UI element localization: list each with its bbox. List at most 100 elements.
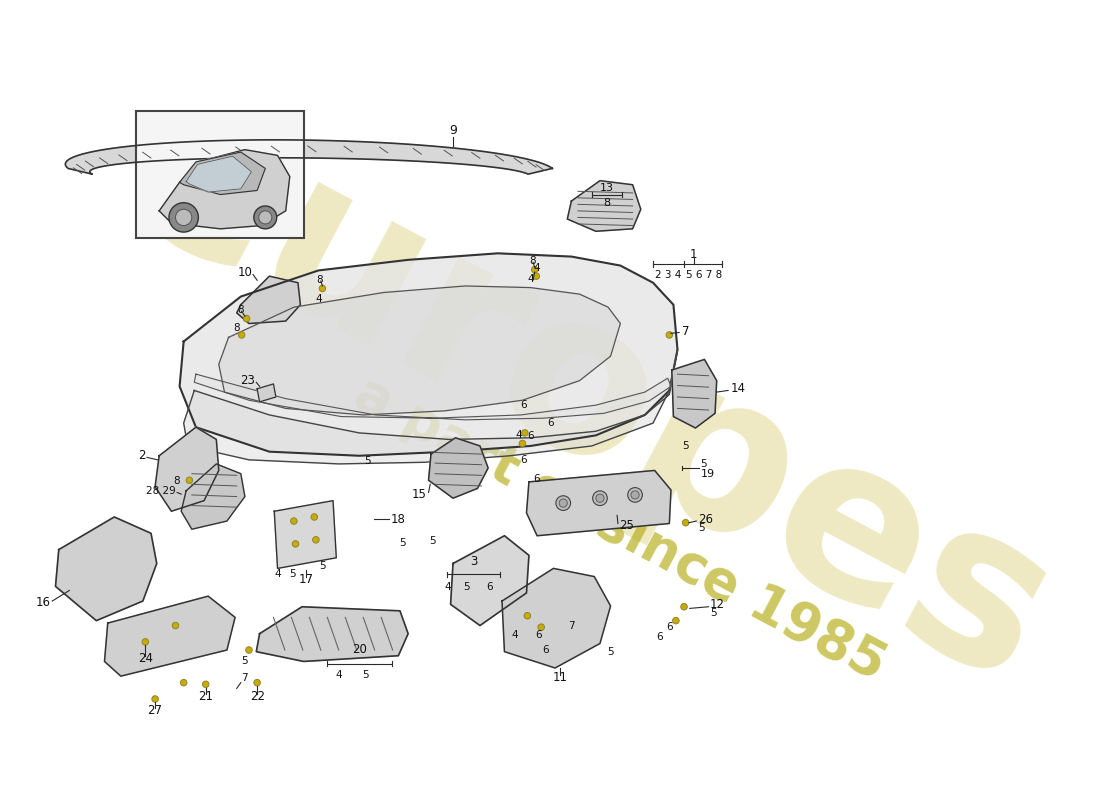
Text: 5: 5 bbox=[399, 538, 406, 548]
Circle shape bbox=[254, 679, 261, 686]
Text: 4: 4 bbox=[336, 670, 342, 681]
Text: 12: 12 bbox=[711, 598, 725, 611]
Text: 6: 6 bbox=[666, 622, 673, 632]
Text: 19: 19 bbox=[701, 469, 715, 478]
Text: 8: 8 bbox=[603, 198, 611, 208]
Text: 5: 5 bbox=[242, 657, 249, 666]
Polygon shape bbox=[65, 140, 552, 174]
Text: 28 29: 28 29 bbox=[145, 486, 176, 496]
Text: 2: 2 bbox=[138, 450, 145, 462]
Polygon shape bbox=[195, 374, 671, 420]
Bar bbox=[136, 111, 304, 238]
Circle shape bbox=[173, 622, 179, 629]
Polygon shape bbox=[182, 464, 245, 530]
Text: 5: 5 bbox=[607, 646, 614, 657]
Polygon shape bbox=[179, 254, 678, 456]
Text: 6: 6 bbox=[527, 431, 534, 441]
Text: 8: 8 bbox=[233, 322, 240, 333]
Text: 1: 1 bbox=[690, 249, 697, 262]
Text: 4: 4 bbox=[510, 630, 518, 640]
Circle shape bbox=[319, 285, 326, 292]
Text: 6: 6 bbox=[657, 632, 663, 642]
Text: 5: 5 bbox=[429, 537, 436, 546]
Polygon shape bbox=[219, 286, 620, 415]
Polygon shape bbox=[451, 536, 529, 626]
Polygon shape bbox=[257, 384, 276, 402]
Circle shape bbox=[628, 487, 642, 502]
Text: 3: 3 bbox=[470, 554, 477, 567]
Text: 7: 7 bbox=[242, 673, 249, 682]
Circle shape bbox=[596, 494, 604, 502]
Text: 6: 6 bbox=[534, 474, 540, 484]
Text: 5: 5 bbox=[697, 522, 704, 533]
Text: 5: 5 bbox=[319, 561, 326, 571]
Text: 17: 17 bbox=[298, 574, 314, 586]
Text: 10: 10 bbox=[238, 266, 252, 278]
Text: 24: 24 bbox=[138, 652, 153, 665]
Circle shape bbox=[311, 514, 318, 520]
Text: 8: 8 bbox=[529, 257, 536, 266]
Text: 16: 16 bbox=[35, 596, 51, 609]
Text: 6: 6 bbox=[520, 455, 527, 465]
Text: 2 3 4: 2 3 4 bbox=[654, 270, 681, 281]
Text: 7: 7 bbox=[682, 325, 689, 338]
Text: 15: 15 bbox=[412, 489, 427, 502]
Circle shape bbox=[524, 613, 530, 619]
Circle shape bbox=[152, 696, 158, 702]
Polygon shape bbox=[502, 568, 610, 668]
Polygon shape bbox=[55, 517, 156, 621]
Polygon shape bbox=[104, 596, 235, 676]
Text: 4: 4 bbox=[274, 569, 280, 579]
Text: 5: 5 bbox=[711, 608, 717, 618]
Circle shape bbox=[258, 211, 272, 224]
Text: 6: 6 bbox=[520, 400, 527, 410]
Text: 9: 9 bbox=[449, 124, 456, 138]
Circle shape bbox=[186, 477, 192, 483]
Polygon shape bbox=[568, 181, 641, 231]
Text: 5: 5 bbox=[289, 569, 296, 579]
Circle shape bbox=[202, 681, 209, 687]
Polygon shape bbox=[274, 501, 337, 568]
Text: 7: 7 bbox=[568, 621, 574, 630]
Circle shape bbox=[519, 440, 526, 446]
Polygon shape bbox=[186, 156, 252, 192]
Text: 6: 6 bbox=[548, 418, 554, 428]
Circle shape bbox=[176, 210, 191, 226]
Circle shape bbox=[290, 518, 297, 524]
Text: 25: 25 bbox=[618, 518, 634, 532]
Text: 4: 4 bbox=[516, 430, 522, 440]
Text: 11: 11 bbox=[552, 671, 568, 684]
Circle shape bbox=[531, 266, 538, 273]
Text: 14: 14 bbox=[730, 382, 746, 395]
Text: 5 6 7 8: 5 6 7 8 bbox=[685, 270, 722, 281]
Polygon shape bbox=[672, 359, 717, 428]
Text: 21: 21 bbox=[198, 690, 213, 703]
Polygon shape bbox=[160, 150, 289, 229]
Text: 8: 8 bbox=[173, 476, 179, 486]
Circle shape bbox=[142, 638, 148, 645]
Text: 20: 20 bbox=[352, 642, 366, 656]
Text: 13: 13 bbox=[600, 183, 614, 193]
Text: 8: 8 bbox=[238, 306, 244, 315]
Text: 5: 5 bbox=[463, 582, 470, 592]
Circle shape bbox=[239, 332, 245, 338]
Circle shape bbox=[682, 519, 689, 526]
Circle shape bbox=[559, 499, 568, 507]
Text: 4: 4 bbox=[444, 582, 451, 592]
Text: europes: europes bbox=[90, 66, 1086, 731]
Circle shape bbox=[521, 430, 528, 436]
Text: 6: 6 bbox=[536, 630, 542, 640]
Circle shape bbox=[180, 679, 187, 686]
Circle shape bbox=[534, 273, 540, 279]
Circle shape bbox=[169, 202, 198, 232]
Circle shape bbox=[538, 624, 544, 630]
Text: 5: 5 bbox=[362, 670, 369, 681]
Text: 4: 4 bbox=[527, 274, 534, 284]
Circle shape bbox=[245, 646, 252, 654]
Circle shape bbox=[681, 603, 688, 610]
Text: 22: 22 bbox=[250, 690, 265, 703]
Polygon shape bbox=[179, 152, 265, 194]
Text: 8: 8 bbox=[317, 275, 323, 286]
Text: 4: 4 bbox=[315, 294, 321, 304]
Circle shape bbox=[293, 541, 299, 547]
